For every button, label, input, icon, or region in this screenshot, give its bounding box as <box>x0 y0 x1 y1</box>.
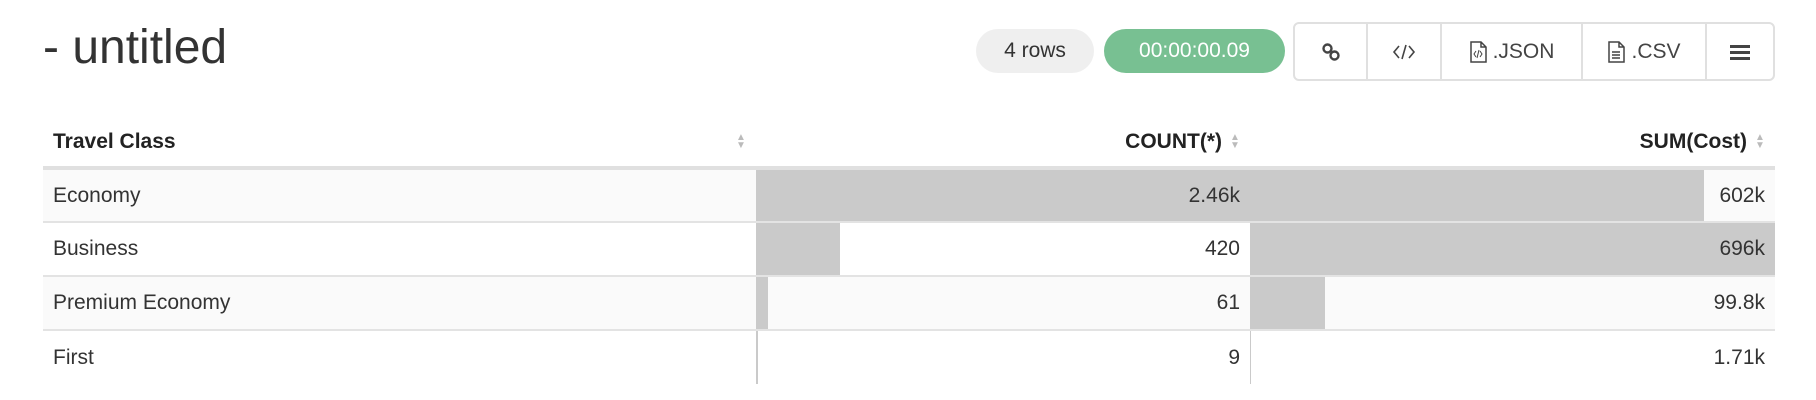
embed-code-button[interactable] <box>1368 24 1442 79</box>
travel-class-cell: Business <box>43 222 756 277</box>
cell-text: Business <box>53 237 139 260</box>
csv-label: .CSV <box>1631 39 1681 63</box>
count-cell: 9 <box>756 330 1250 384</box>
count-bar <box>756 331 758 384</box>
code-icon <box>1392 43 1416 61</box>
link-icon <box>1321 42 1341 62</box>
sort-icon[interactable]: ▲ ▼ <box>1755 132 1765 152</box>
copy-link-button[interactable] <box>1295 24 1368 79</box>
cell-text: 602k <box>1719 183 1765 207</box>
menu-icon <box>1730 43 1750 61</box>
cell-text: First <box>53 345 94 369</box>
menu-button[interactable] <box>1707 24 1773 79</box>
sum-bar <box>1250 223 1775 275</box>
json-file-icon <box>1469 40 1487 63</box>
count-cell: 2.46k <box>756 168 1250 223</box>
table-row: First 9 1.71k <box>43 330 1775 384</box>
count-bar <box>756 277 769 329</box>
table-row: Business 420 696k <box>43 222 1775 277</box>
sum-cost-cell: 602k <box>1250 168 1775 223</box>
column-header-sum-cost[interactable]: SUM(Cost) ▲ ▼ <box>1250 118 1775 170</box>
cell-text: 420 <box>1204 237 1240 260</box>
sum-cost-cell: 99.8k <box>1250 276 1775 331</box>
travel-class-cell: First <box>43 330 756 384</box>
csv-file-icon <box>1607 40 1626 63</box>
sum-bar <box>1250 277 1326 329</box>
sum-cost-cell: 696k <box>1250 222 1775 277</box>
travel-class-cell: Premium Economy <box>43 276 756 331</box>
elapsed-time-badge: 00:00:00.09 <box>1104 29 1285 73</box>
cell-text: 9 <box>1228 345 1240 369</box>
cell-text: Premium Economy <box>53 291 231 314</box>
table-row: Economy 2.46k 602k <box>43 168 1775 223</box>
travel-class-cell: Economy <box>43 168 756 223</box>
count-cell: 61 <box>756 276 1250 331</box>
count-bar <box>756 223 841 275</box>
count-bar <box>756 170 1250 221</box>
cell-text: 1.71k <box>1713 345 1765 369</box>
cell-text: 2.46k <box>1188 183 1240 207</box>
cell-text: 99.8k <box>1713 291 1765 314</box>
cell-text: 61 <box>1216 291 1240 314</box>
toolbar: .JSON .CSV <box>1293 22 1775 81</box>
sum-bar <box>1250 170 1705 221</box>
row-count-badge: 4 rows <box>976 29 1094 73</box>
cell-text: Economy <box>53 183 141 207</box>
table-row: Premium Economy 61 99.8k <box>43 276 1775 331</box>
download-json-button[interactable]: .JSON <box>1442 24 1583 79</box>
count-cell: 420 <box>756 222 1250 277</box>
cell-text: 696k <box>1719 237 1765 260</box>
sum-bar <box>1250 331 1252 384</box>
sum-cost-cell: 1.71k <box>1250 330 1775 384</box>
download-csv-button[interactable]: .CSV <box>1583 24 1707 79</box>
column-header-count[interactable]: COUNT(*) ▲ ▼ <box>756 118 1250 170</box>
column-header-travel-class[interactable]: Travel Class ▲ ▼ <box>43 118 756 170</box>
json-label: .JSON <box>1492 39 1555 63</box>
page-title: - untitled <box>43 21 228 74</box>
results-table: Travel Class ▲ ▼ COUNT(*) ▲ ▼ SUM(Cost) ▲ ▼ Ec… <box>43 118 1775 384</box>
sort-icon[interactable]: ▲ ▼ <box>1230 132 1240 152</box>
sort-icon[interactable]: ▲ ▼ <box>736 132 746 151</box>
